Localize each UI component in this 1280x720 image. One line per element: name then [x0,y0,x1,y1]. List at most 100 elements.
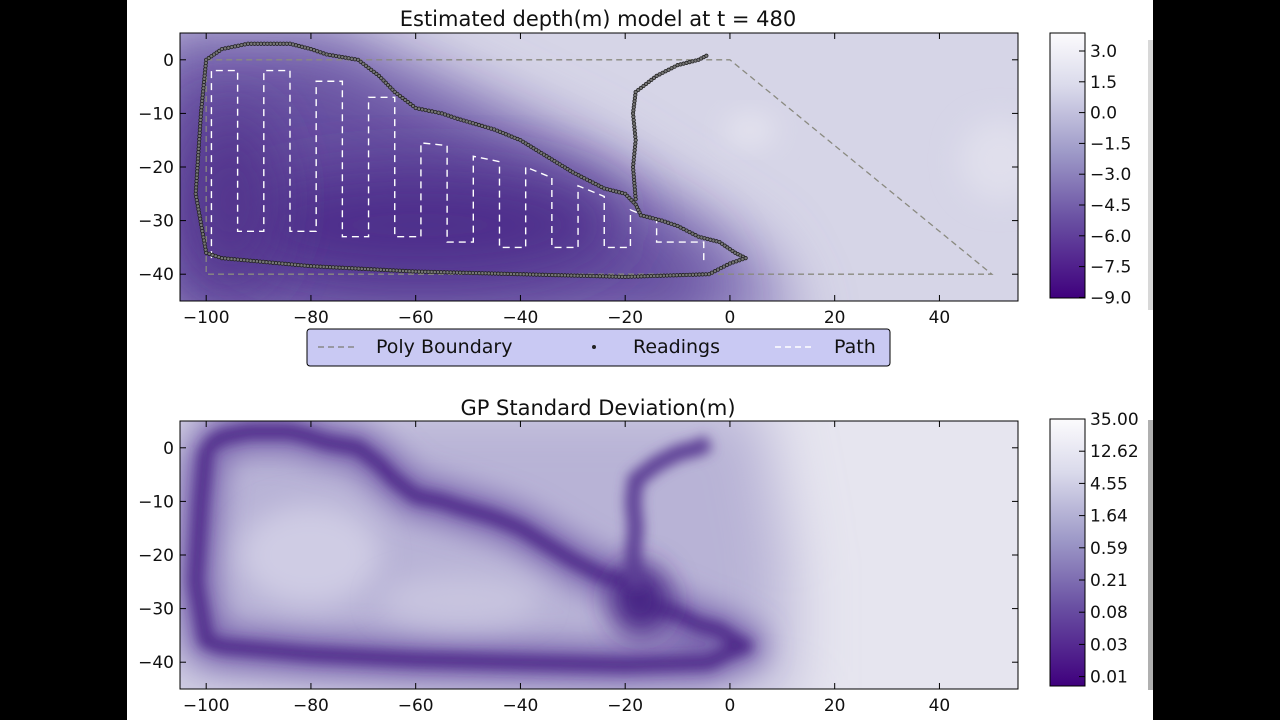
reading-marker [426,108,431,113]
y-tick-label: −10 [138,104,174,124]
reading-marker [641,83,646,89]
reading-marker [632,148,637,153]
colorbar-tick-label: −7.5 [1090,258,1131,278]
colorbar-tick-label: 1.64 [1090,507,1128,527]
reading-marker [219,46,224,52]
reading-marker [633,89,638,95]
x-tick-label: −20 [607,308,643,328]
x-tick-label: −100 [183,308,230,328]
reading-marker [408,101,413,107]
colorbar-tick-label: −9.0 [1090,288,1131,308]
reading-marker [416,106,422,111]
x-tick-label: 40 [929,696,951,716]
reading-marker [633,134,638,139]
reading-marker [436,110,441,115]
reading-marker [358,59,363,64]
reading-marker [361,61,366,66]
colorbar-tick-label: −4.5 [1090,196,1131,216]
reading-marker [644,81,649,87]
x-tick-label: 20 [824,696,846,716]
reading-marker [649,77,654,83]
colorbar-tick-label: 0.01 [1090,668,1128,688]
reading-marker [704,53,709,58]
y-tick-label: −40 [138,653,174,673]
reading-marker [395,91,400,97]
reading-marker [632,128,637,133]
x-tick-label: 0 [725,696,736,716]
x-tick-label: −80 [293,696,329,716]
legend-readings-swatch [592,345,596,349]
reading-marker [632,144,638,149]
bottom-chart-title: GP Standard Deviation(m) [460,396,735,420]
x-tick-label: 0 [725,308,736,328]
reading-marker [423,107,428,113]
reading-marker [631,121,637,126]
reading-marker [229,44,234,50]
reading-marker [632,131,638,136]
reading-marker [646,79,651,85]
colorbar-tick-label: 1.5 [1090,73,1117,93]
depth-contour-field [180,33,1018,301]
x-tick-label: −60 [398,308,434,328]
reading-marker [397,93,403,99]
reading-marker [631,154,637,160]
poly-boundary-line [205,59,994,275]
adjacent-panel-edge [1148,40,1153,310]
reading-marker [239,42,244,48]
reading-marker [226,45,231,50]
reading-marker [631,158,636,163]
reading-marker [632,151,637,156]
reading-marker [630,164,636,170]
x-tick-label: 20 [824,308,846,328]
colorbar-tick-label: 0.08 [1090,603,1128,623]
stddev-contour-field [180,421,1018,689]
adjacent-panel-edge-lower [1148,420,1153,690]
reading-marker [633,138,638,143]
x-tick-label: −40 [502,308,538,328]
reading-marker [638,85,644,91]
y-tick-label: −10 [138,492,174,512]
y-tick-label: −20 [138,546,174,566]
colorbar-tick-label: 0.03 [1090,635,1128,655]
reading-marker [400,95,405,101]
reading-marker [651,75,657,80]
x-tick-label: −20 [607,696,643,716]
y-tick-label: −30 [138,212,174,232]
reading-marker [242,42,247,47]
reading-marker [223,46,228,51]
depth-colorbar [1049,32,1086,299]
legend: Poly Boundary Readings Path [306,328,891,367]
legend-path-label: Path [834,336,876,358]
x-tick-label: −80 [293,308,329,328]
y-tick-label: 0 [163,439,174,459]
reading-marker [636,87,641,93]
legend-readings-label: Readings [633,336,720,358]
colorbar-tick-label: −6.0 [1090,227,1131,247]
reading-marker [374,71,379,76]
reading-marker [413,105,418,111]
x-tick-label: −60 [398,696,434,716]
colorbar-tick-label: 3.0 [1090,42,1117,62]
y-tick-label: 0 [163,51,174,71]
reading-marker [631,161,636,166]
top-chart-title: Estimated depth(m) model at t = 480 [400,7,797,31]
reading-marker [631,118,636,123]
colorbar-tick-label: 4.55 [1090,474,1128,494]
reading-marker [203,60,208,66]
colorbar-tick-label: 12.62 [1090,442,1139,462]
y-tick-label: −30 [138,600,174,620]
colorbar-tick-label: 35.00 [1090,410,1139,430]
colorbar-tick-label: 0.21 [1090,571,1128,591]
reading-marker [232,44,238,49]
legend-poly-boundary-label: Poly Boundary [376,336,512,358]
reading-marker [631,114,636,119]
colorbar-tick-label: 0.0 [1090,104,1117,124]
stddev-colorbar [1049,418,1086,687]
x-tick-label: 40 [929,308,951,328]
x-tick-label: −100 [183,696,230,716]
reading-marker [410,103,416,109]
reading-marker [632,124,637,129]
reading-marker [366,65,371,70]
stddev-low-band-branch [624,435,713,588]
